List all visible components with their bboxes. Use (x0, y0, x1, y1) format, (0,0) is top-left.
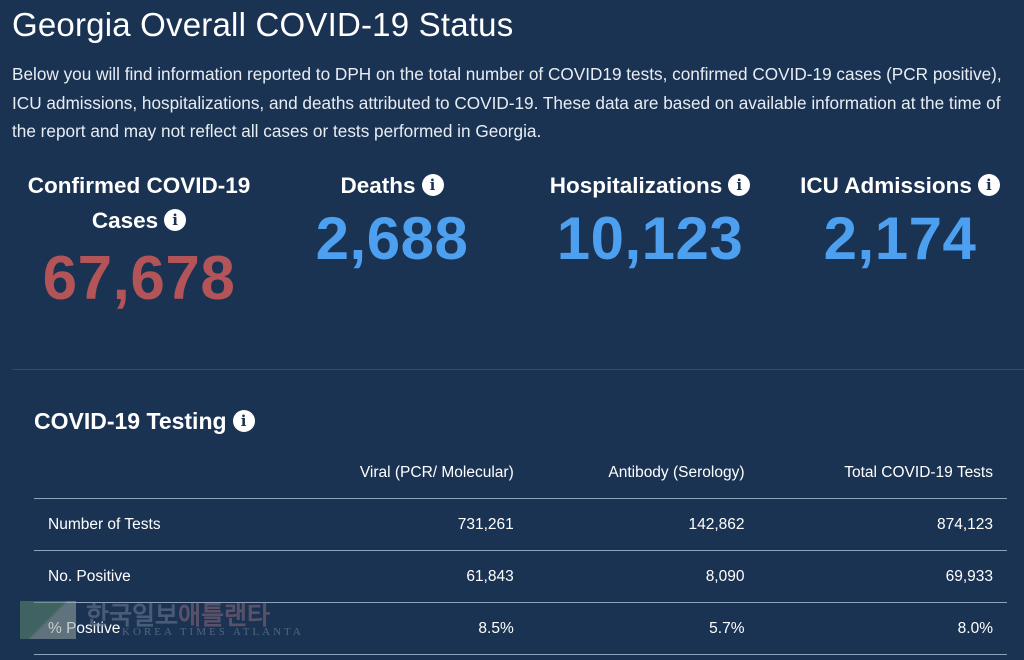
column-header-antibody: Antibody (Serology) (527, 448, 759, 499)
testing-table: Viral (PCR/ Molecular) Antibody (Serolog… (34, 448, 1007, 655)
row-label: % Positive (34, 602, 272, 655)
stat-confirmed-cases: Confirmed COVID-19 Cases i 67,678 (10, 168, 268, 320)
page-description: Below you will find information reported… (12, 64, 1002, 141)
stat-label-icu-admissions: ICU Admissions i (785, 168, 1015, 203)
stat-hospitalizations: Hospitalizations i 10,123 (520, 168, 780, 275)
stat-label-line1: Confirmed COVID-19 (27, 173, 251, 198)
stat-label-deaths: Deaths i (292, 168, 492, 203)
cell-viral: 731,261 (272, 498, 528, 551)
stat-label-hospitalizations: Hospitalizations i (520, 168, 780, 203)
stat-label-line2: Cases (91, 208, 159, 233)
table-row: Number of Tests 731,261 142,862 874,123 (34, 498, 1007, 551)
info-icon[interactable]: i (977, 174, 1000, 196)
info-icon[interactable]: i (164, 209, 187, 231)
stat-label-text: Hospitalizations (549, 173, 723, 198)
row-label: Number of Tests (34, 498, 272, 551)
column-header-total: Total COVID-19 Tests (758, 448, 1007, 499)
cell-antibody: 5.7% (527, 602, 759, 655)
column-header-blank (34, 448, 272, 499)
info-icon[interactable]: i (728, 174, 751, 196)
testing-title-text: COVID-19 Testing (34, 408, 227, 434)
testing-section-title: COVID-19 Testing i (34, 408, 255, 435)
row-label: No. Positive (34, 550, 272, 603)
column-header-viral: Viral (PCR/ Molecular) (272, 448, 528, 499)
stat-deaths: Deaths i 2,688 (292, 168, 492, 275)
cell-antibody: 142,862 (527, 498, 759, 551)
stat-label-text: ICU Admissions (800, 173, 972, 198)
page-title: Georgia Overall COVID-19 Status (12, 6, 514, 43)
stat-label-text: Deaths (340, 173, 416, 198)
cell-total: 69,933 (758, 550, 1007, 603)
stat-value-confirmed-cases: 67,678 (42, 244, 236, 313)
stat-value-deaths: 2,688 (315, 205, 469, 272)
stat-value-hospitalizations: 10,123 (556, 205, 744, 272)
stat-label-confirmed-cases: Confirmed COVID-19 Cases i (10, 168, 268, 238)
cell-viral: 61,843 (272, 550, 528, 603)
table-row: % Positive 8.5% 5.7% 8.0% (34, 602, 1007, 655)
stat-value-icu-admissions: 2,174 (823, 205, 977, 272)
cell-antibody: 8,090 (527, 550, 759, 603)
info-icon[interactable]: i (232, 410, 255, 432)
cell-total: 8.0% (758, 602, 1007, 655)
cell-total: 874,123 (758, 498, 1007, 551)
cell-viral: 8.5% (272, 602, 528, 655)
info-icon[interactable]: i (421, 174, 444, 196)
table-header-row: Viral (PCR/ Molecular) Antibody (Serolog… (34, 448, 1007, 499)
table-row: No. Positive 61,843 8,090 69,933 (34, 550, 1007, 603)
section-divider (12, 369, 1024, 370)
stat-icu-admissions: ICU Admissions i 2,174 (785, 168, 1015, 275)
